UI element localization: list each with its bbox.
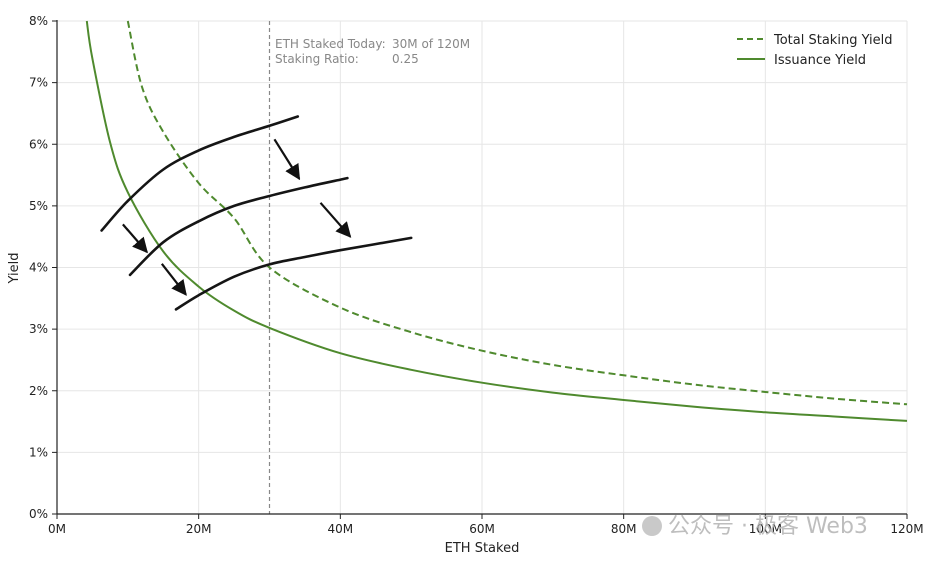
arrow-2 [160, 263, 187, 296]
watermark: 公众号 · 极客 Web3 [642, 514, 868, 539]
annotation: ETH Staked Today: 30M of 120M Staking Ra… [275, 37, 470, 66]
annotation-value-1: 30M of 120M [392, 37, 470, 51]
x-tick-label: 0M [48, 522, 66, 536]
x-axis-title: ETH Staked [445, 541, 520, 556]
handdrawn-curve-3 [174, 236, 413, 311]
grid [56, 20, 908, 515]
arrow-1 [122, 223, 148, 254]
watermark-text: 公众号 · 极客 Web3 [668, 514, 868, 539]
annotation-value-2: 0.25 [392, 52, 419, 66]
x-tick-label: 80M [611, 522, 637, 536]
y-tick-label: 1% [29, 445, 48, 459]
handdrawn-curve-1 [100, 115, 300, 232]
y-tick-label: 2% [29, 384, 48, 398]
x-tick-label: 40M [328, 522, 354, 536]
tick-labels: 0M 20M 40M 60M 80M 100M 120M 0% 1% 2% 3% 4% 5% 6% 7% 8% [29, 14, 924, 536]
handdrawn-curve-2 [128, 176, 349, 277]
total-staking-yield-line [126, 20, 908, 406]
series-group [85, 20, 908, 422]
annotation-label-1: ETH Staked Today: [275, 37, 386, 51]
x-tick-label: 60M [469, 522, 495, 536]
y-tick-label: 3% [29, 322, 48, 336]
annotation-label-2: Staking Ratio: [275, 52, 359, 66]
y-axis-title: Yield [7, 253, 22, 285]
arrow-3 [273, 138, 301, 181]
wechat-icon [642, 516, 662, 536]
arrow-4 [319, 202, 352, 238]
y-tick-label: 5% [29, 199, 48, 213]
y-tick-label: 6% [29, 137, 48, 151]
handdrawn-group [100, 115, 413, 311]
legend-label-issuance: Issuance Yield [774, 53, 866, 68]
y-tick-label: 4% [29, 261, 48, 275]
issuance-yield-line [85, 20, 908, 422]
legend: Total Staking Yield Issuance Yield [737, 33, 893, 68]
y-tick-label: 7% [29, 76, 48, 90]
y-tick-label: 8% [29, 14, 48, 28]
y-tick-label: 0% [29, 507, 48, 521]
x-tick-label: 120M [890, 522, 923, 536]
legend-label-total: Total Staking Yield [773, 33, 893, 48]
x-tick-label: 20M [186, 522, 212, 536]
x-tick-label: 100M [749, 522, 782, 536]
